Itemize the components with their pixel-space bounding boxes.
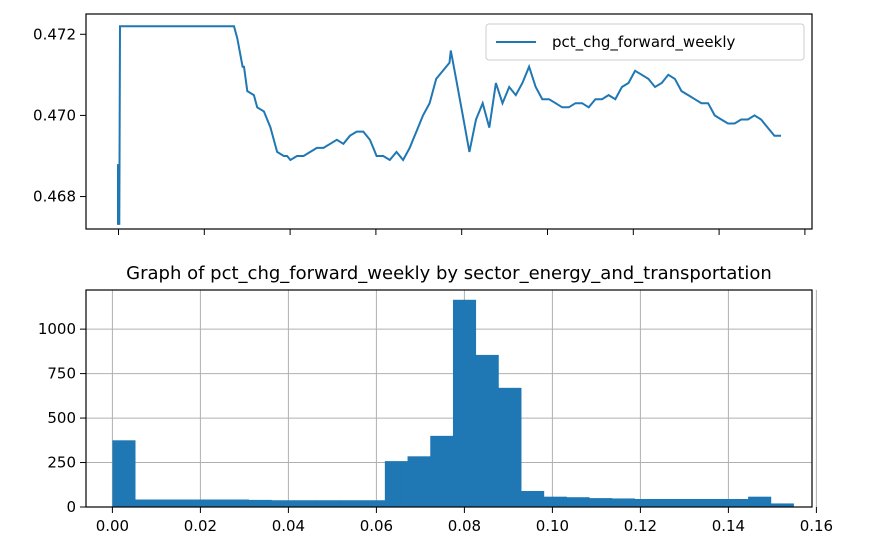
histogram-bar — [770, 503, 794, 507]
histogram-frame — [85, 289, 813, 508]
histogram-bar — [680, 499, 704, 507]
histogram-bar — [112, 440, 136, 507]
line-chart-y-ticks: 0.468 0.470 0.472 — [33, 25, 86, 206]
x-tick-label: 0.16 — [800, 517, 833, 535]
x-tick-label: 0.00 — [96, 517, 129, 535]
histogram-bar — [566, 497, 590, 507]
histogram-bar — [452, 299, 477, 507]
histogram-bar — [657, 499, 681, 507]
legend: pct_chg_forward_weekly — [485, 23, 805, 61]
x-tick-label: 0.10 — [536, 517, 569, 535]
chart-title: Graph of pct_chg_forward_weekly by secto… — [126, 263, 772, 284]
histogram-bar — [225, 499, 250, 507]
x-tick-label: 0.08 — [448, 517, 481, 535]
histogram-bar — [362, 500, 386, 507]
histogram-bar — [294, 500, 318, 507]
histogram-bar — [611, 498, 635, 507]
y-tick-label: 500 — [47, 409, 76, 427]
histogram-bars — [112, 299, 794, 507]
histogram-bar — [180, 499, 204, 507]
histogram-bar — [248, 499, 272, 507]
histogram-bar — [702, 499, 726, 507]
histogram-bar — [748, 496, 772, 507]
histogram-bar — [521, 490, 545, 507]
y-tick-label: 250 — [47, 454, 76, 472]
histogram-bar — [271, 500, 295, 507]
histogram-chart: Graph of pct_chg_forward_weekly by secto… — [38, 263, 833, 535]
x-tick-label: 0.06 — [360, 517, 393, 535]
histogram-bar — [316, 500, 340, 507]
y-tick-label: 0.470 — [33, 106, 76, 124]
histogram-bar — [589, 498, 613, 507]
y-tick-label: 0.472 — [33, 25, 76, 43]
y-tick-label: 0.468 — [33, 188, 76, 206]
legend-label: pct_chg_forward_weekly — [552, 33, 736, 52]
legend-box — [485, 23, 805, 61]
histogram-bar — [475, 354, 499, 507]
line-chart-x-ticks — [118, 229, 806, 235]
x-tick-label: 0.14 — [712, 517, 745, 535]
histogram-bar — [725, 499, 749, 507]
histogram-bar — [543, 496, 567, 507]
x-tick-label: 0.02 — [184, 517, 217, 535]
y-tick-label: 0 — [66, 498, 76, 516]
line-chart: 0.468 0.470 0.472 pct_chg_forward_weekly — [33, 13, 813, 235]
histogram-bar — [430, 435, 454, 507]
x-tick-label: 0.04 — [272, 517, 305, 535]
histogram-bar — [407, 456, 431, 507]
y-tick-label: 1000 — [38, 320, 76, 338]
histogram-bar — [498, 387, 522, 507]
histogram-bar — [157, 499, 181, 507]
series-line-pct-chg-forward-weekly — [117, 25, 781, 225]
histogram-bar — [339, 500, 363, 507]
y-tick-label: 750 — [47, 365, 76, 383]
histogram-bar — [384, 461, 408, 507]
histogram-x-ticks: 0.00 0.02 0.04 0.06 0.08 0.10 0.12 0.14 0.16 — [96, 507, 833, 535]
histogram-bar — [634, 499, 658, 507]
histogram-y-ticks: 0 250 500 750 1000 — [38, 320, 86, 516]
histogram-bar — [135, 499, 159, 507]
line-chart-frame — [85, 13, 813, 230]
x-tick-label: 0.12 — [624, 517, 657, 535]
histogram-bar — [203, 499, 227, 507]
